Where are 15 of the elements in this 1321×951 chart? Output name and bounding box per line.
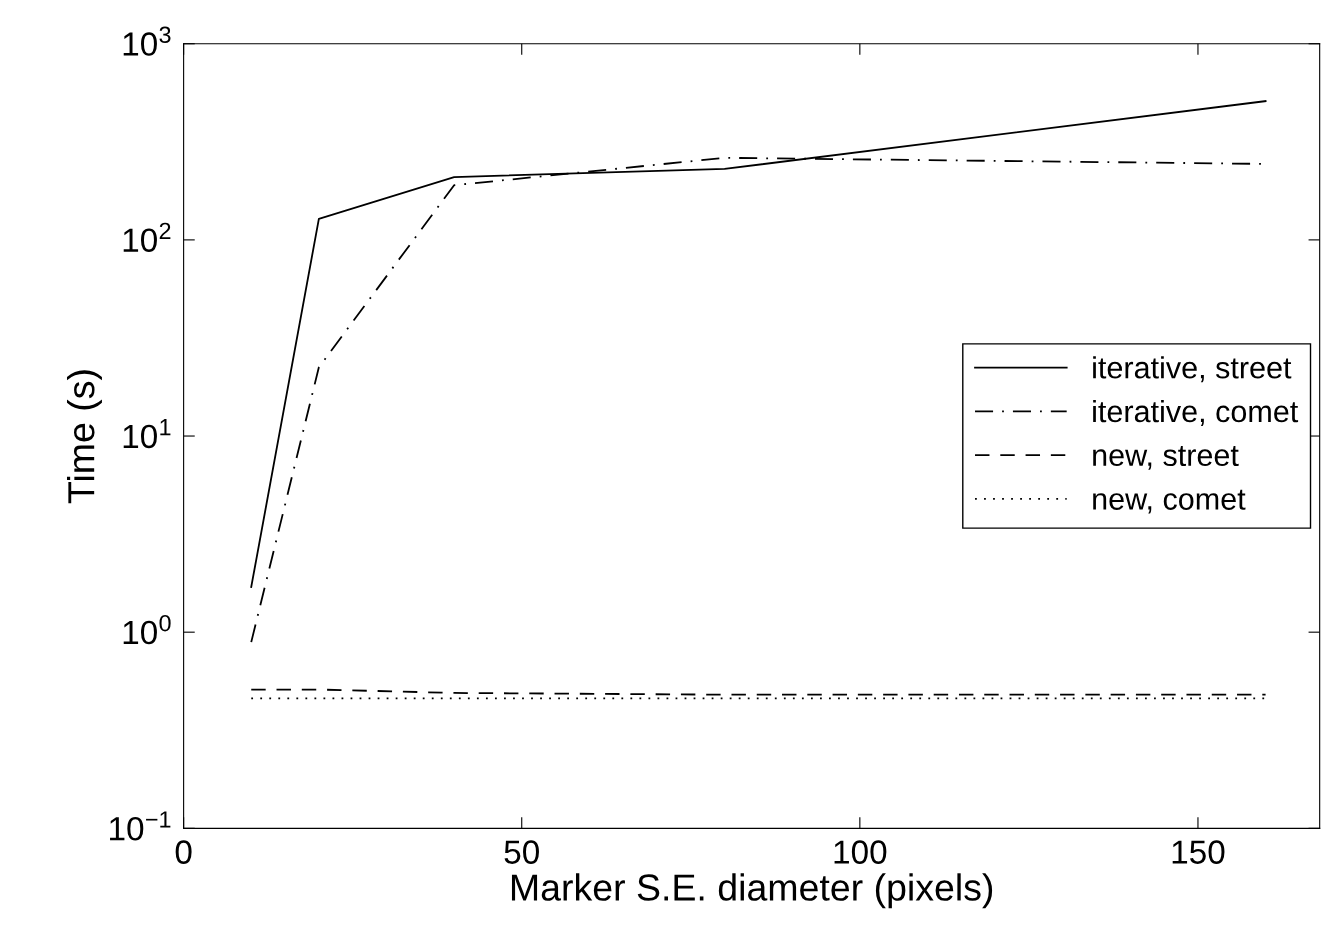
- legend-label: new, comet: [1093, 489, 1246, 514]
- x-axis-title: Marker S.E. diameter (pixels): [511, 873, 993, 909]
- legend-label: iterative, comet: [1093, 399, 1299, 426]
- y-tick-label: 10$^{0}$: [123, 614, 171, 645]
- y-tick-label: 10$^{2}$: [123, 222, 171, 253]
- x-tick-label: 0: [175, 840, 192, 864]
- y-axis-title: Time (s): [67, 370, 102, 504]
- x-tick-label: 100: [834, 840, 887, 864]
- y-tick-label: 10$^{3}$: [123, 26, 171, 56]
- legend-label: iterative, street: [1093, 356, 1292, 383]
- y-tick-label: 10$^{1}$: [123, 419, 171, 449]
- x-tick-label: 50: [504, 840, 539, 864]
- y-tick-label: 10$^{−1}$: [110, 811, 171, 841]
- x-tick-label: 150: [1172, 840, 1225, 864]
- legend-label: new, street: [1093, 446, 1239, 470]
